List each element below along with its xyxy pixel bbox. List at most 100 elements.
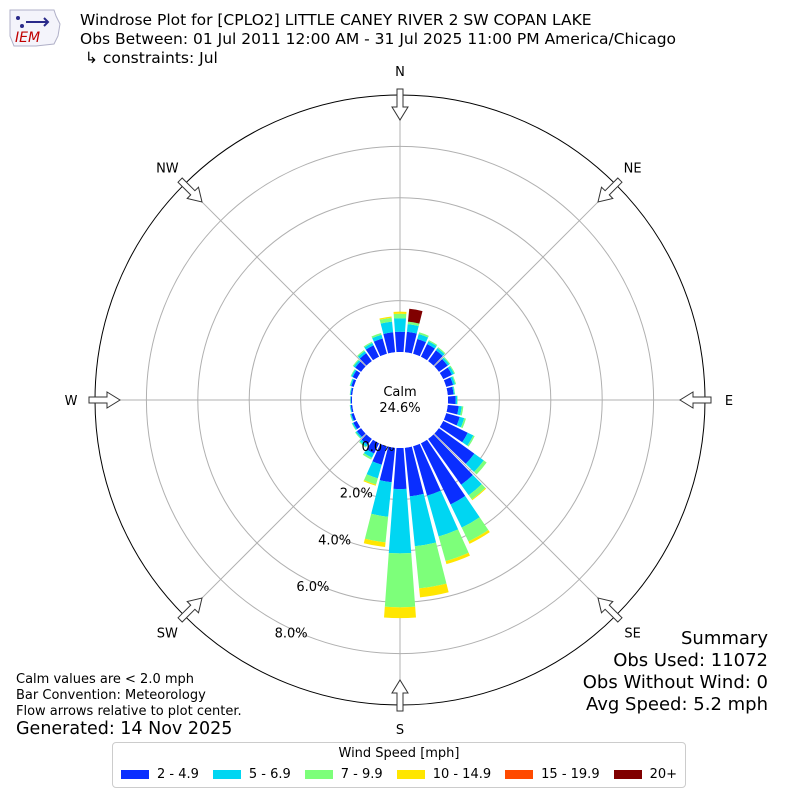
wind-bar-segment [457, 395, 458, 405]
wind-bar-segment [359, 441, 367, 448]
wind-bar-segment [419, 583, 449, 598]
wind-bar-segment [353, 360, 361, 368]
wind-bar-segment [434, 359, 448, 372]
wind-bar-segment [420, 344, 435, 361]
direction-label: W [65, 394, 78, 409]
wind-bar-segment [363, 480, 377, 486]
wind-bar-segment [468, 484, 486, 500]
wind-bar-segment [379, 316, 392, 320]
calm-value: 24.6% [379, 401, 420, 416]
direction-label: E [725, 394, 733, 409]
wind-bar-segment [452, 376, 457, 385]
wind-bar-segment [437, 347, 446, 355]
wind-bar-segment [349, 414, 353, 422]
direction-label: S [396, 723, 404, 738]
wind-bar-segment [455, 395, 458, 405]
flow-arrow-icon [597, 177, 623, 203]
wind-bar-segment [435, 348, 445, 357]
title-line-3: ↳ constraints: Jul [80, 49, 218, 67]
flow-arrow-icon [391, 88, 409, 121]
wind-bar-segment [349, 387, 352, 395]
wind-bar-segment [471, 487, 487, 501]
wind-bar-segment [439, 367, 453, 380]
wind-bar-segment [388, 488, 412, 554]
wind-bar-segment [350, 387, 354, 396]
wind-bar-segment [372, 443, 387, 465]
legend: Wind Speed [mph] 2 - 4.9 5 - 6.9 7 - 9.9 10… [112, 742, 686, 788]
radial-tick-label: 6.0% [296, 580, 329, 595]
note-arrows: Flow arrows relative to plot center. [16, 704, 242, 719]
wind-bar-segment [352, 422, 358, 430]
wind-bar-segment [393, 447, 407, 490]
wind-bar-segment [414, 542, 447, 589]
wind-bar-segment [461, 517, 489, 542]
wind-bar-segment [359, 353, 372, 366]
wind-bar-segment [380, 321, 394, 335]
title-line-1: Windrose Plot for [CPLO2] LITTLE CANEY R… [80, 11, 592, 29]
flow-arrow-icon [597, 597, 623, 623]
wind-bar-segment [453, 386, 456, 395]
legend-label: 7 - 9.9 [340, 767, 383, 782]
wind-bar-segment [351, 413, 357, 421]
wind-bar-segment [365, 345, 380, 361]
wind-bar-segment [364, 513, 389, 543]
wind-bar-segment [450, 376, 456, 385]
wind-bar-segment [351, 379, 357, 387]
wind-bar-segment [394, 331, 406, 353]
wind-bar-segment [443, 377, 454, 387]
wind-bar-segment [383, 332, 396, 354]
wind-bar-segment [393, 313, 407, 319]
flow-arrow-icon [177, 177, 203, 203]
legend-label: 5 - 6.9 [248, 767, 291, 782]
wind-bar-segment [349, 405, 352, 413]
wind-bar-segment [366, 439, 380, 454]
wind-bar-segment [349, 387, 352, 395]
wind-bar-segment [366, 461, 382, 479]
wind-bar-segment [351, 423, 357, 431]
wind-bar-segment [465, 453, 484, 472]
summary-avg-speed: Avg Speed: 5.2 mph [586, 694, 768, 715]
radial-tick-label: 8.0% [275, 626, 308, 641]
wind-bar-segment [427, 341, 437, 349]
flow-arrow-icon [391, 679, 409, 712]
wind-bar-segment [428, 340, 438, 347]
wind-bar-segment [460, 406, 464, 416]
wind-bar-segment [355, 361, 366, 372]
angular-gridline [183, 433, 367, 617]
notes: Calm values are < 2.0 mph Bar Convention… [16, 672, 242, 720]
wind-bar-segment [352, 370, 361, 380]
wind-bar-segment [393, 311, 407, 314]
wind-bar-segment [384, 552, 416, 608]
wind-bar-segment [371, 333, 382, 339]
legend-item: 5 - 6.9 [212, 767, 291, 782]
angular-gridline [433, 433, 617, 617]
legend-swatch [505, 770, 534, 779]
calm-label: Calm [383, 385, 416, 400]
wind-bar-segment [447, 366, 455, 375]
summary-panel: Summary Obs Used: 11072 Obs Without Wind… [583, 628, 768, 716]
wind-bar-segment [461, 474, 482, 496]
wind-bar-segment [428, 350, 443, 366]
wind-bar-segment [357, 350, 365, 357]
wind-bar-segment [474, 460, 487, 475]
wind-bar-segment [349, 378, 353, 386]
wind-bar-segment [361, 434, 372, 445]
legend-item: 7 - 9.9 [304, 767, 383, 782]
wind-bar-segment [407, 308, 423, 324]
wind-bar-segment [404, 446, 424, 497]
wind-bar-segment [373, 338, 387, 357]
wind-bar-segment [394, 318, 406, 332]
wind-bar-segment [445, 552, 470, 565]
wind-bar-segment [447, 395, 456, 405]
generated-date: Generated: 14 Nov 2025 [16, 719, 233, 739]
flow-arrow-icon [88, 391, 121, 409]
wind-bar-segment [442, 357, 450, 366]
wind-bar-segment [462, 432, 474, 446]
angular-gridline [183, 183, 367, 367]
direction-label: NE [624, 161, 642, 176]
wind-bar-segment [418, 332, 429, 338]
legend-item: 15 - 19.9 [505, 767, 600, 782]
wind-bar-segment [460, 418, 466, 429]
legend-swatch [396, 770, 425, 779]
